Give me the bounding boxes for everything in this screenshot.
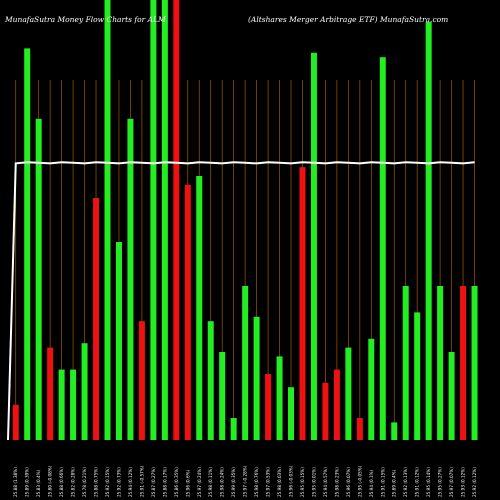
x-tick-label: 25.92 (0.73%) (116, 467, 121, 497)
chart-title-left: MunafaSutra Money Flow Charts for ALM (4, 15, 166, 24)
x-tick-label: 25.96 (0.6%) (185, 469, 190, 497)
x-tick-label: 25.94 (0.57%) (323, 467, 328, 497)
x-tick-label: 25.92 (0.15%) (105, 467, 110, 497)
x-tick-label: 25.86 (0.35%) (174, 467, 179, 497)
x-tick-label: 25.88 (1.38%) (13, 467, 18, 497)
bar (276, 356, 283, 440)
chart-title-right: (Altshares Merger Arbitrage ETF) MunafaS… (248, 15, 448, 24)
bar (47, 347, 54, 440)
x-tick-label: 25.95 (0.14%) (426, 467, 431, 497)
bar (230, 418, 237, 440)
bar (379, 57, 386, 440)
bar (310, 52, 317, 441)
x-tick-label: 25.95 (0.27%) (438, 467, 443, 497)
bar (127, 118, 134, 441)
x-tick-label: 25.82 (0.28%) (71, 467, 76, 497)
x-tick-label: 25.98 (0.11%) (208, 467, 213, 497)
bar (414, 312, 421, 440)
x-tick-label: 25.98 (0.23%) (334, 467, 339, 497)
bar (368, 338, 375, 440)
bars (12, 0, 478, 441)
x-tick-label: 25.88 (0.66%) (59, 467, 64, 497)
bar (333, 369, 340, 440)
x-tick-label: 25.97 (0.24%) (197, 467, 202, 497)
bar (104, 0, 111, 440)
x-tick-label: 25.98 (0.03%) (277, 467, 282, 497)
bar (81, 343, 88, 440)
x-tick-label: 25.99 (0.35%) (231, 467, 236, 497)
x-tick-label: 25.78 (0.21%) (82, 467, 87, 497)
bar (345, 347, 352, 440)
x-tick-labels: 25.88 (1.38%) 25.89 (0.39%) 25.83 (0.4%) 25… (13, 465, 477, 497)
x-tick-label: 25.88 (0.75%) (94, 467, 99, 497)
bar (138, 321, 145, 440)
x-tick-label: 25.95 (0.01%) (311, 467, 316, 497)
x-tick-label: 25.92 (0.13%) (403, 467, 408, 497)
bar (299, 167, 306, 440)
bar (425, 22, 432, 440)
x-tick-label: 25.87 (0.27%) (151, 467, 156, 497)
x-tick-label: 25.94 (0.12%) (128, 467, 133, 497)
x-tick-label: 25.91 (0.15%) (380, 467, 385, 497)
bar (391, 422, 398, 440)
x-tick-label: 25.80 (-0.08%) (48, 465, 53, 497)
bar (196, 176, 203, 440)
x-tick-label: 25.91 (-0.57%) (139, 465, 144, 497)
bar (150, 0, 157, 440)
trend-line (7, 161, 475, 441)
bar (242, 286, 249, 440)
bar (448, 352, 455, 440)
x-tick-label: 25.97 (-0.28%) (243, 465, 248, 497)
bar (356, 418, 363, 440)
bar (437, 286, 444, 440)
bar (253, 316, 260, 440)
x-tick-label: 25.97 (0.07%) (449, 467, 454, 497)
bar (93, 198, 100, 440)
bar (161, 0, 168, 440)
x-tick-label: 25.89 (0.39%) (25, 467, 30, 497)
bar (322, 382, 329, 440)
x-tick-label: 25.88 (0.17%) (162, 467, 167, 497)
x-tick-label: 25.89 (0.4%) (392, 469, 397, 497)
bar (173, 0, 180, 440)
bar (70, 369, 77, 440)
bar (115, 242, 122, 440)
x-tick-label: 25.96 (0.07%) (346, 467, 351, 497)
x-tick-label: 25.97 (0.53%) (266, 467, 271, 497)
x-tick-label: 25.95 (-0.05%) (357, 465, 362, 497)
bar (12, 404, 19, 440)
bar (24, 48, 31, 441)
x-tick-label: 25.95 (0.15%) (300, 467, 305, 497)
x-tick-label: 25.93 (0.12%) (461, 467, 466, 497)
bar (207, 321, 214, 440)
bar (460, 286, 467, 440)
x-tick-label: 25.92 (0.12%) (472, 467, 477, 497)
bar (265, 374, 272, 440)
bar (402, 286, 409, 440)
x-tick-label: 25.98 (0.76%) (254, 467, 259, 497)
bar (219, 352, 226, 440)
x-tick-label: 25.94 (0.1%) (369, 469, 374, 497)
bar (58, 369, 65, 440)
bar (184, 184, 191, 440)
bar (35, 118, 42, 441)
bar (471, 286, 478, 440)
x-tick-label: 25.98 (0.24%) (220, 467, 225, 497)
x-tick-label: 25.83 (0.4%) (36, 469, 41, 497)
x-tick-label: 25.96 (-0.03%) (289, 465, 294, 497)
bar (288, 387, 295, 440)
x-tick-label: 25.91 (0.12%) (415, 467, 420, 497)
